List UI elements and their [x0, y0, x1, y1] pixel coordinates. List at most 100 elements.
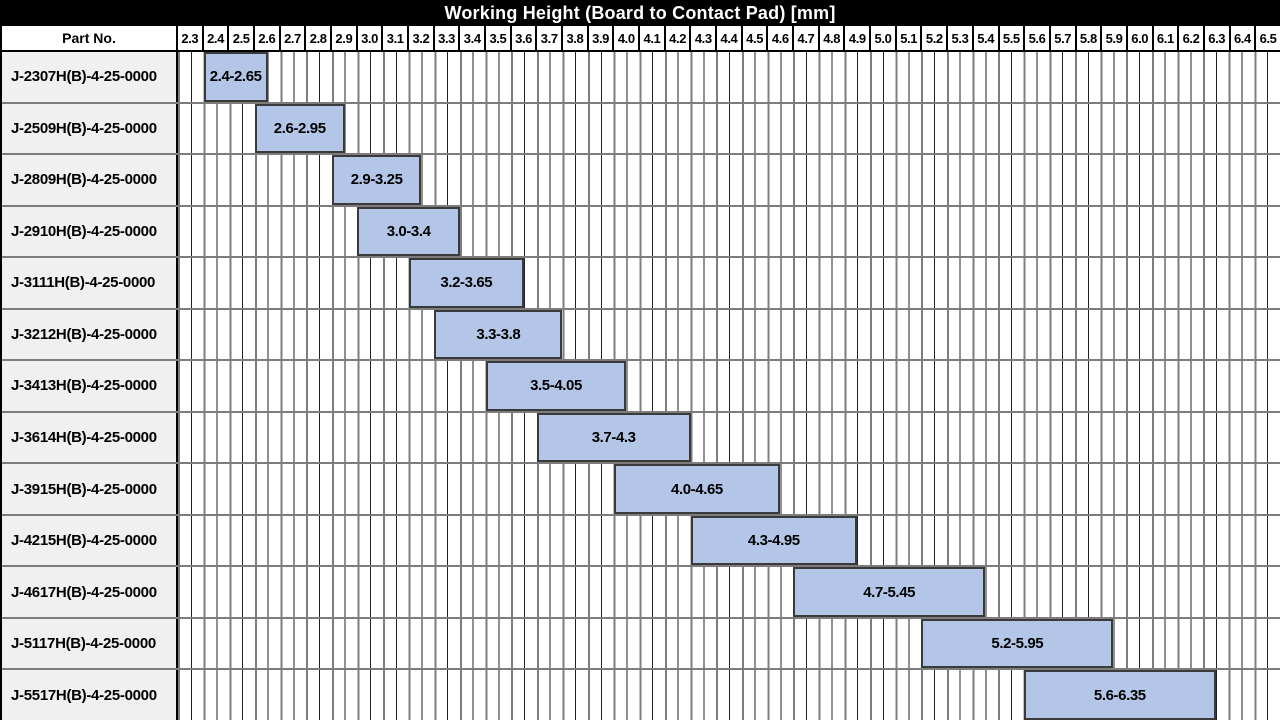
- scale-tick-label: 4.7: [794, 26, 820, 50]
- scale-tick-label: 5.7: [1051, 26, 1077, 50]
- working-height-range-bar: 4.3-4.95: [690, 515, 858, 566]
- scale-header: 2.3 2.4 2.5 2.6 2.7 2.8 2.9 3.0 3.1 3.2 3.3 3.4 3.5 3…: [178, 26, 1280, 50]
- part-number-cell: J-3111H(B)-4-25-0000: [2, 258, 178, 308]
- working-height-range-bar: 3.7-4.3: [536, 412, 691, 463]
- row-grid-area: 5.2-5.95: [178, 618, 1280, 669]
- scale-tick-label: 4.3: [691, 26, 718, 50]
- table-row: J-2509H(B)-4-25-0000 2.6-2.95: [2, 103, 1280, 156]
- row-grid-area: 5.6-6.35: [178, 670, 1280, 720]
- part-number-cell: J-3614H(B)-4-25-0000: [2, 412, 178, 463]
- scale-tick-label: 5.3: [948, 26, 974, 50]
- row-grid-area: 3.5-4.05: [178, 361, 1280, 411]
- row-grid-area: 3.0-3.4: [178, 206, 1280, 257]
- table-row: J-2809H(B)-4-25-0000 2.9-3.25: [2, 155, 1280, 207]
- part-number-cell: J-2509H(B)-4-25-0000: [2, 103, 178, 154]
- row-grid-area: 4.3-4.95: [178, 515, 1280, 566]
- working-height-range-bar: 2.9-3.25: [331, 155, 422, 205]
- scale-tick-label: 4.1: [640, 26, 666, 50]
- working-height-range-bar: 4.0-4.65: [613, 464, 781, 514]
- scale-tick-label: 3.6: [512, 26, 538, 50]
- table-row: J-3614H(B)-4-25-0000 3.7-4.3: [2, 412, 1280, 465]
- scale-tick-label: 5.1: [897, 26, 923, 50]
- scale-tick-label: 3.8: [563, 26, 589, 50]
- scale-tick-label: 2.5: [229, 26, 256, 50]
- scale-tick-label: 5.6: [1025, 26, 1051, 50]
- part-number-cell: J-3413H(B)-4-25-0000: [2, 361, 178, 411]
- table-row: J-3111H(B)-4-25-0000 3.2-3.65: [2, 258, 1280, 310]
- row-grid-area: 3.2-3.65: [178, 258, 1280, 308]
- table-row: J-2910H(B)-4-25-0000 3.0-3.4: [2, 206, 1280, 259]
- header-row: Part No. 2.3 2.4 2.5 2.6 2.7 2.8 2.9 3.0 3.1 3.2 3…: [0, 26, 1280, 52]
- row-grid-area: 3.7-4.3: [178, 412, 1280, 463]
- chart-title: Working Height (Board to Contact Pad) [m…: [444, 2, 836, 23]
- working-height-range-bar: 3.3-3.8: [434, 309, 563, 360]
- row-grid-area: 4.7-5.45: [178, 567, 1280, 617]
- part-number-cell: J-5117H(B)-4-25-0000: [2, 618, 178, 669]
- part-number-cell: J-4215H(B)-4-25-0000: [2, 515, 178, 566]
- scale-tick-label: 3.2: [409, 26, 435, 50]
- scale-tick-label: 3.7: [537, 26, 564, 50]
- scale-tick-label: 5.4: [974, 26, 1000, 50]
- part-no-column-header: Part No.: [2, 26, 178, 50]
- scale-tick-label: 4.6: [768, 26, 795, 50]
- part-number-cell: J-3915H(B)-4-25-0000: [2, 464, 178, 514]
- scale-tick-label: 5.9: [1102, 26, 1128, 50]
- table-row: J-5517H(B)-4-25-0000 5.6-6.35: [2, 670, 1280, 720]
- working-height-range-bar: 4.7-5.45: [793, 567, 986, 617]
- table-row: J-5117H(B)-4-25-0000 5.2-5.95: [2, 618, 1280, 671]
- working-height-range-bar: 3.0-3.4: [357, 206, 460, 257]
- scale-tick-label: 2.9: [332, 26, 358, 50]
- scale-tick-label: 3.4: [460, 26, 487, 50]
- row-grid-area: 2.6-2.95: [178, 103, 1280, 154]
- scale-tick-label: 5.0: [871, 26, 897, 50]
- table-row: J-4215H(B)-4-25-0000 4.3-4.95: [2, 515, 1280, 568]
- scale-tick-label: 6.0: [1128, 26, 1154, 50]
- scale-tick-label: 4.8: [820, 26, 846, 50]
- table-row: J-4617H(B)-4-25-0000 4.7-5.45: [2, 567, 1280, 619]
- part-number-cell: J-4617H(B)-4-25-0000: [2, 567, 178, 617]
- scale-tick-label: 6.3: [1205, 26, 1231, 50]
- scale-tick-label: 2.7: [281, 26, 307, 50]
- chart-title-bar: Working Height (Board to Contact Pad) [m…: [0, 0, 1280, 26]
- row-grid-area: 4.0-4.65: [178, 464, 1280, 514]
- working-height-range-bar: 5.2-5.95: [921, 618, 1114, 669]
- table-row: J-2307H(B)-4-25-0000 2.4-2.65: [2, 52, 1280, 104]
- table-row: J-3915H(B)-4-25-0000 4.0-4.65: [2, 464, 1280, 516]
- scale-tick-label: 3.5: [486, 26, 512, 50]
- scale-tick-label: 3.0: [358, 26, 384, 50]
- scale-tick-label: 6.2: [1179, 26, 1205, 50]
- table-row: J-3212H(B)-4-25-0000 3.3-3.8: [2, 309, 1280, 362]
- scale-tick-label: 2.4: [204, 26, 230, 50]
- scale-tick-label: 6.5: [1259, 30, 1277, 46]
- scale-tick-label: 2.3: [178, 26, 204, 50]
- table-row: J-3413H(B)-4-25-0000 3.5-4.05: [2, 361, 1280, 413]
- scale-tick-label: 4.0: [614, 26, 641, 50]
- scale-tick-label: 3.3: [435, 26, 461, 50]
- part-number-cell: J-2307H(B)-4-25-0000: [2, 52, 178, 102]
- scale-tick-label: 5.8: [1077, 26, 1103, 50]
- chart-body: J-2307H(B)-4-25-0000 2.4-2.65 J-2509H(B)-4…: [0, 52, 1280, 720]
- row-grid-area: 2.4-2.65: [178, 52, 1280, 102]
- working-height-range-bar: 2.6-2.95: [254, 103, 345, 154]
- scale-tick-label: 4.5: [743, 26, 769, 50]
- scale-tick-label: 4.4: [717, 26, 743, 50]
- working-height-range-bar: 2.4-2.65: [203, 52, 268, 102]
- part-number-cell: J-3212H(B)-4-25-0000: [2, 309, 178, 360]
- scale-tick-label: 4.2: [666, 26, 692, 50]
- scale-tick-label: 6.4: [1231, 26, 1257, 50]
- scale-tick-label: 3.9: [589, 26, 615, 50]
- row-grid-area: 3.3-3.8: [178, 309, 1280, 360]
- scale-tick-label: 5.2: [922, 26, 949, 50]
- working-height-range-bar: 3.5-4.05: [485, 361, 627, 411]
- scale-tick-label: 4.9: [845, 26, 872, 50]
- scale-tick-label: 2.8: [306, 26, 333, 50]
- working-height-range-bar: 3.2-3.65: [408, 258, 524, 308]
- scale-tick-label: 2.6: [255, 26, 281, 50]
- part-number-cell: J-2809H(B)-4-25-0000: [2, 155, 178, 205]
- scale-tick-label: 5.5: [1000, 26, 1026, 50]
- working-height-range-bar: 5.6-6.35: [1023, 670, 1216, 720]
- scale-tick-label: 6.1: [1154, 26, 1180, 50]
- scale-tick-label: 3.1: [383, 26, 410, 50]
- part-number-cell: J-5517H(B)-4-25-0000: [2, 670, 178, 720]
